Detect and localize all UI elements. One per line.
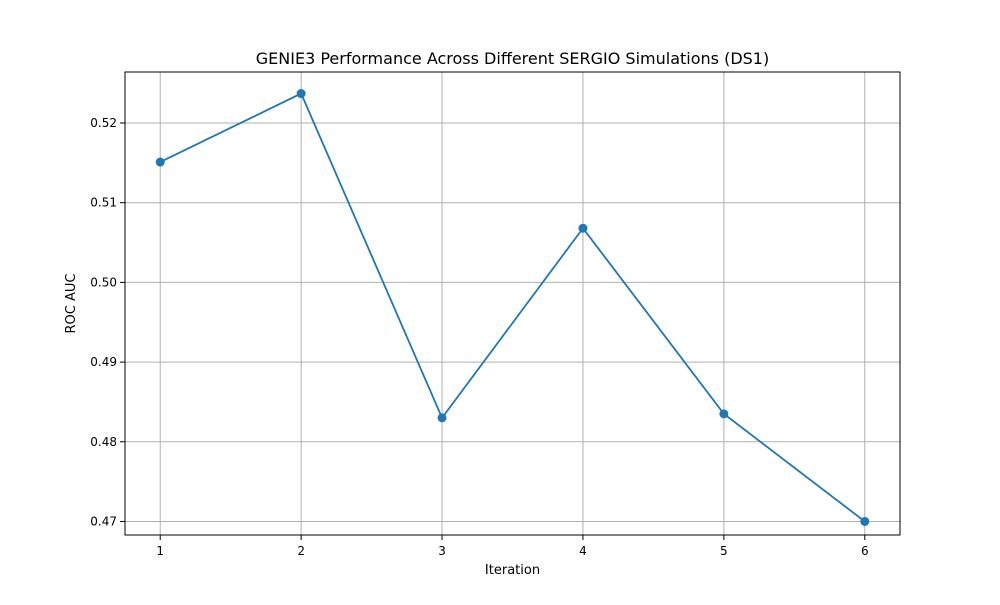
y-axis-label: ROC AUC	[64, 274, 79, 334]
data-point	[719, 409, 729, 419]
x-tick-label: 1	[156, 544, 164, 558]
data-point	[860, 516, 870, 526]
y-tick-label: 0.50	[90, 275, 117, 289]
series-line	[159, 92, 866, 523]
x-axis-label: Iteration	[485, 563, 540, 578]
x-tick-label: 3	[438, 544, 446, 558]
data-point	[437, 413, 447, 423]
y-tick-label: 0.48	[90, 435, 117, 449]
y-tick-label: 0.52	[90, 116, 117, 130]
x-tick-label: 4	[579, 544, 587, 558]
x-tick-label: 2	[297, 544, 305, 558]
y-tick-label: 0.51	[90, 196, 117, 210]
x-tick-label: 5	[720, 544, 728, 558]
plot-frame	[124, 71, 901, 536]
y-tick-label: 0.47	[90, 514, 117, 528]
data-point	[578, 223, 588, 233]
x-tick-label: 6	[861, 544, 869, 558]
axis-ticks: 1 2 3 4 5 6 0.47 0.48 0.49 0.50 0.51 0.52	[90, 116, 868, 558]
data-point	[155, 157, 165, 167]
grid-lines	[125, 72, 900, 535]
chart-title: GENIE3 Performance Across Different SERG…	[256, 49, 769, 68]
data-point	[296, 89, 306, 99]
series-layer	[155, 89, 870, 526]
y-tick-label: 0.49	[90, 355, 117, 369]
